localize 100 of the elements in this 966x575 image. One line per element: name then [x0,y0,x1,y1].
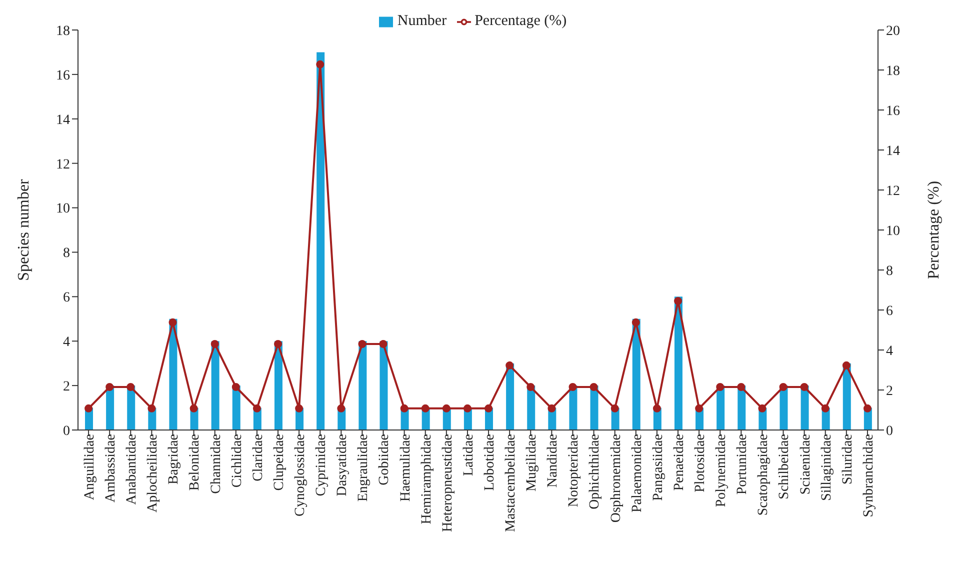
point [252,404,261,412]
point [337,404,346,412]
point [400,404,408,412]
point [84,404,93,412]
x-tick-label: Cichlidae [230,434,245,488]
x-tick-label: Ambassidae [104,434,119,502]
x-tick-label: Ophichthidae [588,434,603,510]
x-tick-label: Belonidae [188,434,203,491]
point [548,404,556,412]
point [210,340,219,348]
x-tick-label: Anguillidae [82,434,98,500]
bar [316,52,325,430]
point [737,383,746,391]
y2-tick-label: 2 [886,384,893,399]
x-tick-label: Portunidae [735,434,750,495]
y2-tick-label: 18 [886,64,900,79]
point [674,297,682,305]
y-tick-label: 12 [56,157,70,172]
y-tick-label: 2 [63,380,70,395]
x-tick-label: Penaeidae [672,434,687,491]
y-tick-label: 6 [63,290,70,306]
point [821,404,830,412]
point [652,404,661,412]
x-tick-label: Nandidae [546,434,561,488]
legend-label: Number [397,13,447,29]
point [190,404,198,412]
y-axis-title: Species number [16,178,33,281]
bar [380,341,388,430]
x-tick-label: Sillaginidae [819,434,834,501]
point [126,383,135,391]
y2-tick-label: 10 [886,224,900,239]
x-tick-label: Bagridae [166,434,182,485]
y2-axis-title: Percentage (%) [926,180,943,280]
x-tick-label: Pangasiidae [650,434,666,501]
x-tick-label: Polynemidae [714,434,730,508]
point [779,383,788,391]
x-tick-label: Cyprinidae [314,434,330,496]
point [758,404,766,412]
point [442,404,450,412]
x-tick-label: Heteropneustidae [440,434,456,532]
y2-tick-label: 4 [886,344,893,359]
point [168,318,177,326]
y-tick-label: 4 [63,335,70,350]
x-tick-label: Osphronemidae [608,434,624,523]
x-tick-label: Anabantidae [124,434,140,505]
point [632,318,640,326]
point [379,340,388,348]
x-tick-label: Dasyatidae [335,434,350,496]
x-tick-label: Haemulidae [398,434,414,502]
y-tick-label: 10 [56,202,70,217]
x-tick-label: Palaemonidae [630,434,645,513]
bar [358,341,367,430]
x-tick-label: Aplocheilidae [146,434,161,513]
point [590,383,598,391]
x-tick-label: Sciaenidae [798,434,814,495]
y-tick-label: 8 [63,246,70,262]
point [863,404,872,412]
x-tick-label: Synbranchidae [861,434,876,518]
x-tick-label: Notopteridae [566,434,582,508]
point [506,361,514,370]
point [232,383,240,391]
y2-tick-label: 16 [886,104,900,119]
point [316,60,324,68]
x-tick-label: Scatophagidae [756,434,772,516]
x-tick-label: Plotosidae [692,434,708,492]
x-tick-label: Latidae [461,434,476,476]
x-tick-label: Mugilidae [524,434,540,492]
point [526,383,535,391]
point [716,383,724,391]
x-tick-label: Lobotidae [482,434,498,491]
x-tick-label: Clupeidae [272,434,287,491]
x-tick-label: Claridae [250,434,266,482]
y-tick-label: 14 [56,112,70,128]
point [295,404,304,412]
y2-tick-label: 6 [886,304,893,319]
point [274,340,282,348]
y2-tick-label: 20 [886,24,900,39]
point [106,383,114,391]
x-tick-label: Engraulidae [356,434,372,502]
point [421,404,430,412]
y-tick-label: 0 [63,424,70,439]
point [610,404,619,412]
point [484,404,493,412]
point [463,404,472,412]
point [148,404,156,412]
y2-tick-label: 12 [886,184,900,199]
legend-label: Percentage (%) [474,13,567,29]
y2-tick-label: 8 [886,264,893,279]
x-tick-label: Hemiramphidae [419,434,434,524]
x-tick-label: Siluridae [840,434,856,485]
point [800,383,808,391]
x-tick-label: Schilbeidae [777,434,792,500]
y-tick-label: 16 [56,68,70,84]
x-tick-label: Cynoglossidae [292,434,308,516]
y2-tick-label: 14 [886,144,900,159]
x-tick-label: Mastacembelidae [504,434,519,532]
x-tick-label: Gobiidae [377,434,392,486]
point [695,404,704,412]
x-tick-label: Channidae [208,434,224,494]
point [842,361,850,370]
